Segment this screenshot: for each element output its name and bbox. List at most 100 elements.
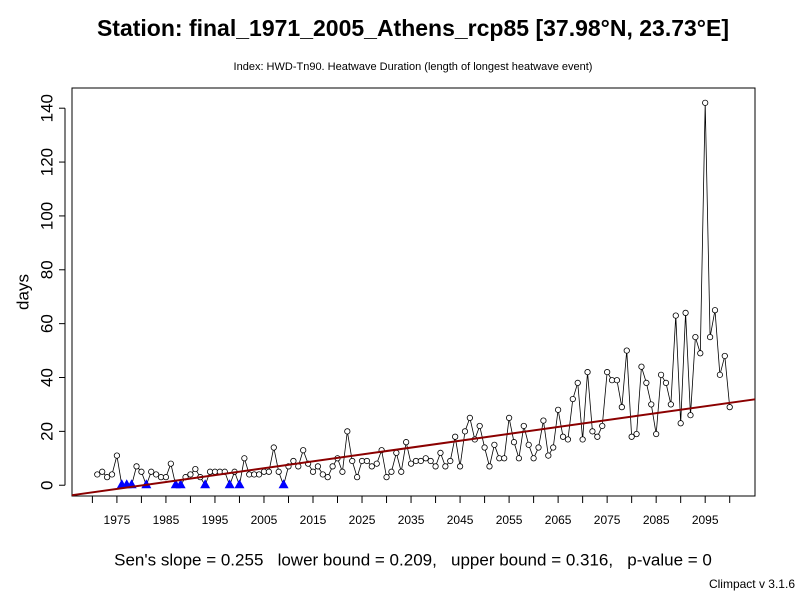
point [383,474,390,481]
series-line [97,102,731,487]
point [711,307,719,314]
point [368,463,375,470]
point [633,430,640,438]
point [648,401,655,408]
point [515,455,523,462]
point [427,457,434,465]
point [456,463,464,470]
point [540,417,547,424]
point [407,460,415,467]
x-tick-label: 2055 [496,513,523,527]
credit: Climpact v 3.1.6 [709,577,795,591]
point [677,420,684,427]
point [452,433,459,440]
point [255,471,263,478]
point [662,379,670,386]
point [403,439,410,446]
point [584,369,591,376]
point [702,99,709,106]
point [275,468,282,475]
point [716,371,723,378]
point [559,433,567,440]
point [265,468,272,475]
point [447,457,454,465]
point [329,463,336,470]
y-tick-label: 120 [37,148,56,176]
point [530,455,537,462]
x-tick-label: 2025 [349,513,376,527]
point [354,474,361,481]
point [437,449,444,457]
point [726,404,733,411]
zero-marker [175,479,186,489]
point [167,460,174,467]
point [535,444,542,451]
point [113,452,121,459]
point [545,452,552,459]
y-tick-label: 60 [37,314,56,333]
x-tick-label: 2005 [251,513,278,527]
point [314,463,322,470]
trend-annotation: Sen's slope = 0.255 lower bound = 0.209,… [114,550,712,569]
point [525,441,532,448]
point [349,457,356,465]
point [589,428,596,435]
point [623,347,630,354]
point [550,444,557,451]
point [241,455,248,462]
point [94,471,101,478]
point [594,433,601,440]
point [604,369,611,376]
point [692,334,699,341]
point [363,457,371,465]
y-axis-label: days [13,274,32,310]
point [667,401,674,408]
point [432,463,439,470]
point [187,471,194,478]
point [638,363,645,370]
y-tick-label: 100 [37,202,56,230]
point [442,463,449,470]
point [388,468,395,475]
point [657,371,665,378]
x-tick-label: 1975 [104,513,131,527]
x-tick-label: 2035 [398,513,425,527]
point [613,377,621,384]
y-tick-label: 20 [37,422,56,441]
x-tick-label: 2085 [643,513,670,527]
x-tick-label: 2015 [300,513,327,527]
zero-marker [200,479,211,489]
point [344,428,351,435]
point [417,457,424,465]
point [491,441,498,448]
point [721,352,728,360]
y-tick-label: 0 [37,480,56,489]
point [319,471,326,478]
point [481,444,488,451]
point [520,422,527,430]
x-tick-label: 2075 [594,513,621,527]
point [476,422,483,430]
point [569,395,576,403]
plot-frame [71,87,756,497]
point [393,449,400,457]
point [148,468,155,475]
point [618,404,625,411]
point [653,430,660,438]
point [153,471,160,478]
zero-marker [278,479,289,489]
point [104,474,111,481]
point [466,414,473,422]
x-tick-label: 2095 [692,513,719,527]
point [706,334,714,341]
x-tick-label: 2065 [545,513,572,527]
point [398,468,405,475]
point [133,463,140,470]
zero-marker [234,479,245,489]
point [270,444,277,451]
point [505,414,513,422]
point [697,350,704,357]
point [643,379,650,386]
point [339,468,346,475]
